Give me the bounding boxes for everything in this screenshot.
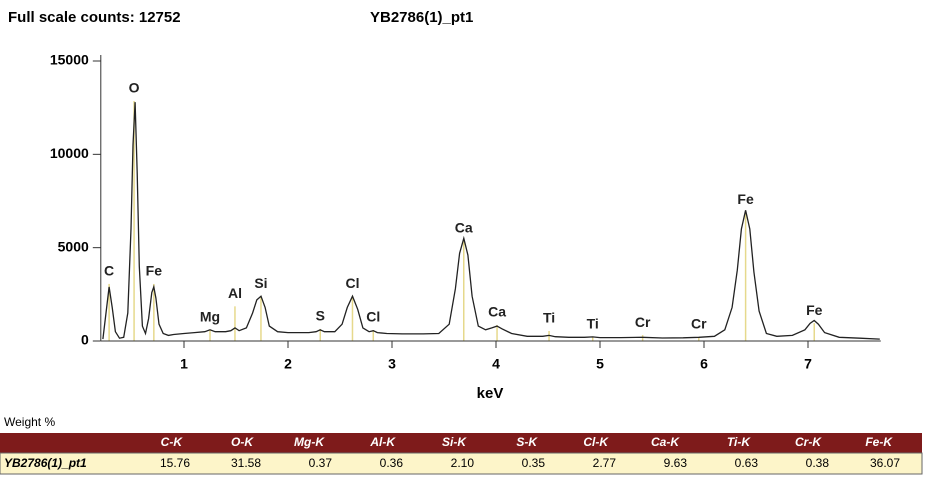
table-cell: 0.38 [806, 456, 830, 470]
peak-label: Cl [366, 309, 380, 325]
peak-label: Fe [806, 302, 823, 318]
table-header-cell: Cl-K [583, 435, 609, 449]
x-tick-label: 1 [180, 356, 188, 372]
peak-label: Ca [488, 304, 506, 320]
peak-label: Cr [635, 314, 651, 330]
table-title: Weight % [4, 415, 55, 429]
x-tick-label: 7 [804, 356, 812, 372]
y-tick-label: 15000 [50, 52, 89, 68]
table-header-cell: Ti-K [727, 435, 751, 449]
table-cell: 0.63 [735, 456, 759, 470]
x-tick-label: 2 [284, 356, 292, 372]
y-tick-label: 5000 [58, 238, 89, 254]
table-cell: 0.35 [522, 456, 546, 470]
table-cell: 15.76 [160, 456, 190, 470]
peak-label: Cr [691, 316, 707, 332]
peak-label: C [104, 263, 114, 279]
peak-label: Ti [543, 310, 555, 326]
peak-label: Fe [737, 191, 754, 207]
x-tick-label: 5 [596, 356, 604, 372]
peak-label: Si [254, 275, 267, 291]
table-cell: 0.37 [309, 456, 333, 470]
table-cell: 0.36 [380, 456, 404, 470]
peak-label: Fe [146, 263, 163, 279]
chart-subtitle: YB2786(1)_pt1 [370, 9, 473, 26]
table-header-cell: O-K [231, 435, 254, 449]
table-header-cell: S-K [516, 435, 538, 449]
x-axis-label: keV [477, 385, 504, 402]
table-header-cell: Si-K [442, 435, 467, 449]
table-header-row [0, 433, 922, 453]
table-data-row [0, 452, 923, 475]
peak-label: O [129, 80, 140, 96]
table-header-cell: Al-K [369, 435, 396, 449]
peak-label: Cl [345, 275, 359, 291]
table-header-cell: Fe-K [865, 435, 893, 449]
table-row-label: YB2786(1)_pt1 [4, 456, 87, 470]
spectrum-line [102, 102, 880, 340]
peak-label: Al [228, 285, 242, 301]
chart-title: Full scale counts: 12752 [8, 9, 181, 26]
x-tick-label: 4 [492, 356, 500, 372]
peak-label: Mg [200, 309, 220, 325]
table-cell: 9.63 [664, 456, 688, 470]
table-header-cell: Mg-K [294, 435, 325, 449]
peak-label: S [316, 308, 325, 324]
x-tick-label: 6 [700, 356, 708, 372]
table-header-cell: C-K [161, 435, 184, 449]
table-cell: 31.58 [231, 456, 261, 470]
table-header-cell: Ca-K [651, 435, 680, 449]
y-tick-label: 0 [81, 332, 89, 348]
table-cell: 36.07 [870, 456, 900, 470]
table-cell: 2.10 [451, 456, 475, 470]
peak-label: Ca [455, 220, 473, 236]
x-tick-label: 3 [388, 356, 396, 372]
table-cell: 2.77 [593, 456, 617, 470]
table-header-cell: Cr-K [795, 435, 822, 449]
y-tick-label: 10000 [50, 145, 89, 161]
peak-label: Ti [587, 316, 599, 332]
